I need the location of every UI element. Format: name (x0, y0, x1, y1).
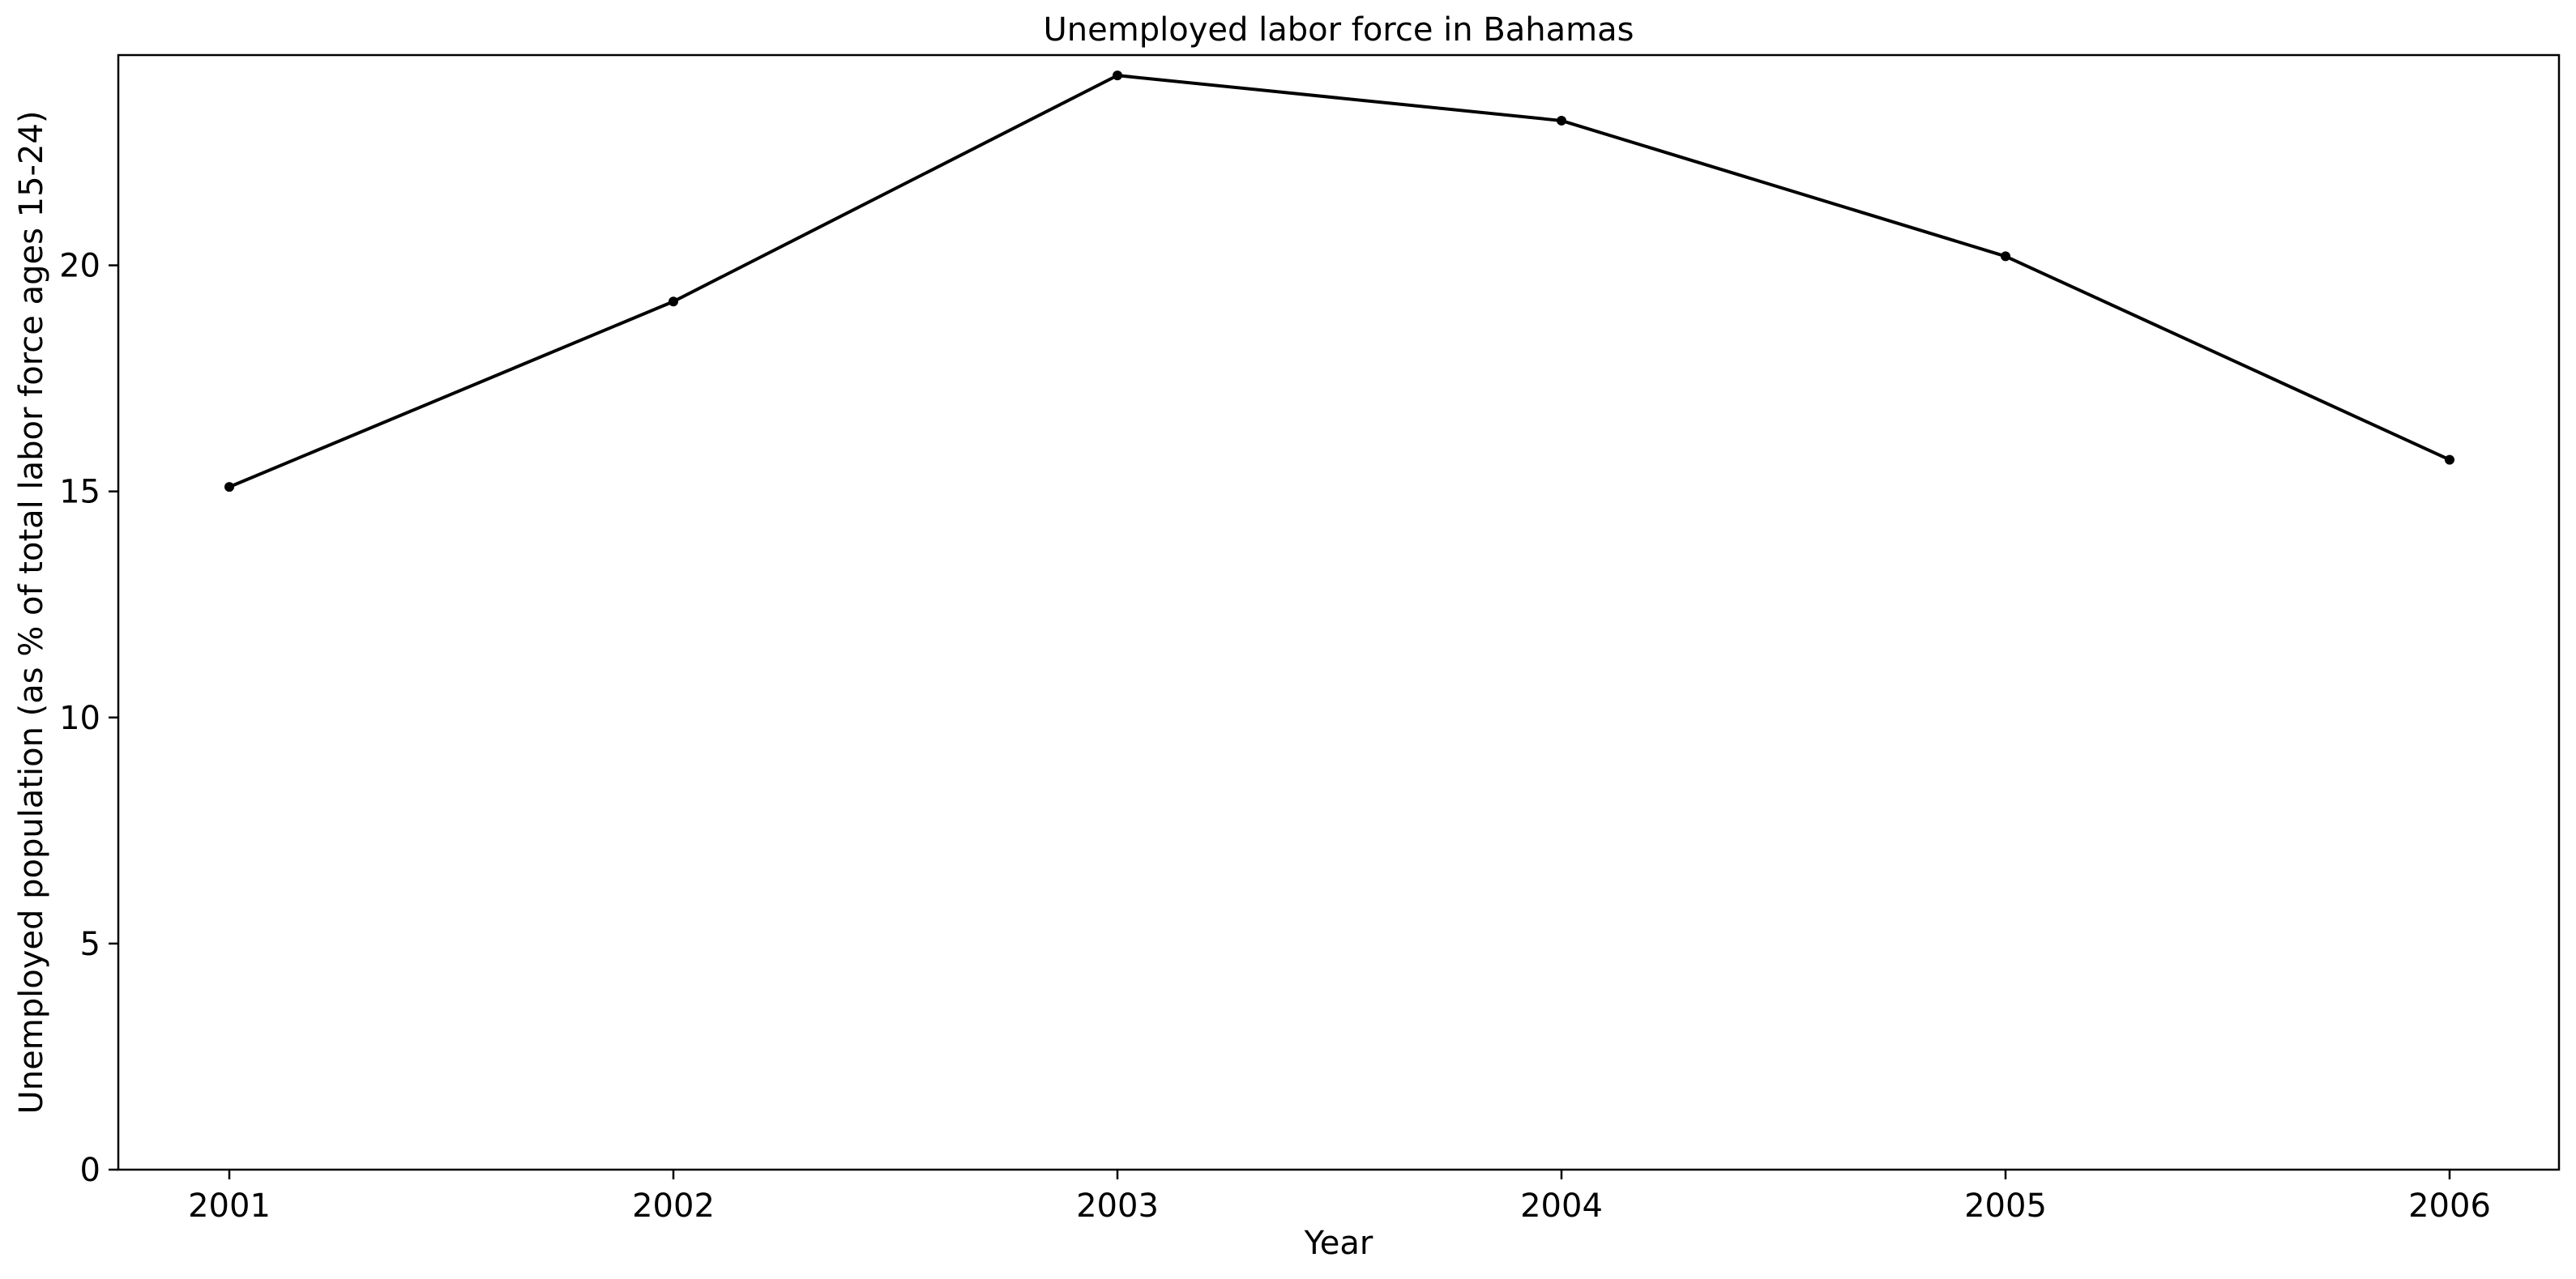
y-tick-label: 10 (59, 700, 100, 737)
chart-title: Unemployed labor force in Bahamas (1044, 11, 1634, 49)
plot-frame (117, 53, 2561, 1171)
y-tick-label: 15 (59, 474, 100, 511)
data-markers (224, 70, 2454, 492)
x-tick-label: 2005 (1964, 1187, 2047, 1225)
y-tick-label: 0 (80, 1152, 100, 1189)
data-point (2445, 454, 2454, 465)
x-axis-label: Year (1304, 1225, 1373, 1262)
y-tick-label: 5 (80, 926, 100, 963)
x-tick-label: 2006 (2408, 1187, 2491, 1225)
data-point (2001, 251, 2010, 262)
data-point (1557, 115, 1566, 126)
y-axis-label: Unemployed population (as % of total lab… (13, 111, 50, 1115)
x-tick-label: 2002 (632, 1187, 715, 1225)
x-axis: 2001 2002 2003 2004 2005 2006 (188, 1170, 2491, 1225)
data-point (224, 482, 234, 492)
x-tick-label: 2004 (1520, 1187, 1603, 1225)
y-tick-label: 20 (59, 248, 100, 285)
series-line (229, 74, 2450, 488)
y-axis: 0 5 10 15 20 (59, 248, 118, 1189)
x-tick-label: 2003 (1076, 1187, 1159, 1225)
data-point (669, 296, 678, 307)
x-tick-label: 2001 (188, 1187, 271, 1225)
data-point (1113, 70, 1122, 81)
